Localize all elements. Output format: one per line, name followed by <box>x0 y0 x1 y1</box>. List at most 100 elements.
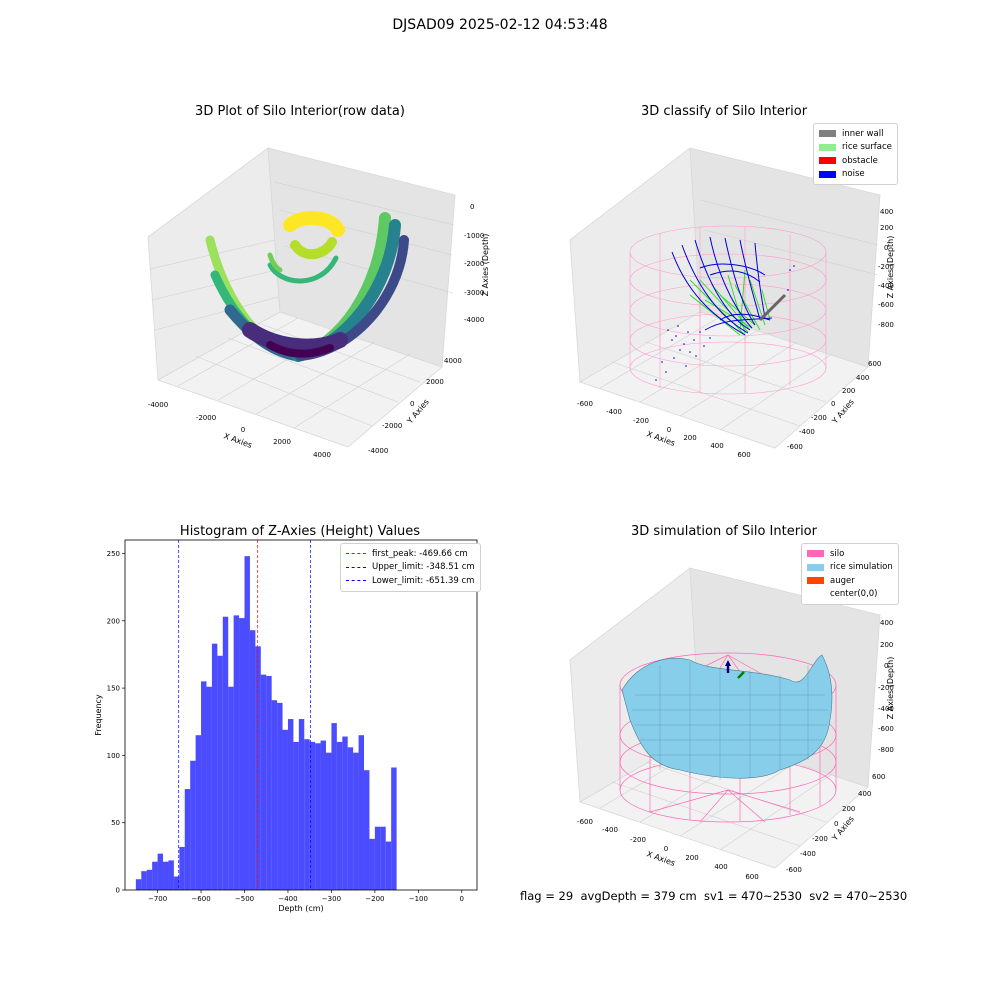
legend-entry-obstacle: obstacle <box>819 154 892 168</box>
raw-xtick: -2000 <box>196 414 216 422</box>
histogram-bar <box>228 686 234 890</box>
sim-xtick: 0 <box>664 845 668 853</box>
classify-xtick: 0 <box>667 426 671 434</box>
legend-entry-first-peak: first_peak: -469.66 cm <box>346 547 475 561</box>
histogram-bar <box>135 879 142 890</box>
classify-ztick: -600 <box>878 301 894 309</box>
classify-ztick: -400 <box>878 282 894 290</box>
histogram-chart: −700 −600 −500 −400 −300 −200 −100 0 0 50 100 150 2… <box>94 539 478 913</box>
histogram-bar <box>358 735 365 890</box>
histogram-bar <box>374 826 381 890</box>
classify-xtick: 200 <box>683 434 696 442</box>
legend-entry-upper-limit: Upper_limit: -348.51 cm <box>346 561 475 575</box>
classify-ytick: 0 <box>831 400 835 408</box>
simulation-3d-plot: -600 -400 -200 0 200 400 600 600 400 200… <box>569 567 895 881</box>
raw-zlabel: Z Axies (Depth) <box>481 234 490 297</box>
histogram-xtick-label: −600 <box>191 895 210 903</box>
legend-label: Upper_limit: -348.51 cm <box>372 562 475 573</box>
classify-zlabel: Z Axies (Depth) <box>886 236 895 299</box>
figure-suptitle: DJSAD09 2025-02-12 04:53:48 <box>392 17 608 33</box>
histogram-bar <box>266 675 272 890</box>
histogram-bar <box>293 741 299 890</box>
classify-ytick: 200 <box>842 387 855 395</box>
legend-label: rice surface <box>842 142 892 153</box>
histogram-bar <box>168 860 174 890</box>
histogram-ylabel: Frequency <box>94 694 103 736</box>
histogram-bar <box>152 861 158 890</box>
sim-xtick: 600 <box>745 873 758 881</box>
classify-xtick: -600 <box>577 400 593 408</box>
histogram-bar <box>260 674 267 890</box>
histogram-bar <box>320 740 326 890</box>
classify-ztick: -800 <box>878 321 894 329</box>
legend-label: first_peak: -469.66 cm <box>372 548 468 559</box>
swatch <box>819 130 836 138</box>
legend-entry-center: center(0,0) <box>807 588 893 602</box>
raw-ytick: -4000 <box>368 447 388 455</box>
histogram-bar <box>282 729 288 890</box>
histogram-bar <box>222 616 229 890</box>
legend-entry-lower-limit: Lower_limit: -651.39 cm <box>346 574 475 588</box>
legend-entry-rice-simulation: rice simulation <box>807 561 893 575</box>
sim-xtick: 400 <box>714 863 727 871</box>
histogram-bar <box>157 853 164 890</box>
raw-ytick: 0 <box>410 400 414 408</box>
raw-xlabel: X Axies <box>222 431 253 450</box>
classify-ytick: -400 <box>799 428 815 436</box>
classify-ztick: 200 <box>880 224 893 232</box>
legend-entry-rice-surface: rice surface <box>819 141 892 155</box>
histogram-bar <box>309 741 316 890</box>
legend-entry-inner-wall: inner wall <box>819 127 892 141</box>
swatch <box>807 563 824 571</box>
swatch <box>807 590 824 598</box>
classify-3d-plot: -600 -400 -200 0 200 400 600 600 400 200… <box>569 147 895 459</box>
histogram-ytick-label: 250 <box>107 550 120 558</box>
legend-label: rice simulation <box>830 562 893 573</box>
sim-ztick: -600 <box>878 725 894 733</box>
raw-xtick: 2000 <box>273 438 291 446</box>
histogram-bar <box>146 869 153 890</box>
histogram-xtick-label: 0 <box>460 895 464 903</box>
sim-xtick: 200 <box>685 854 698 862</box>
histogram-xtick-label: −500 <box>235 895 254 903</box>
classify-xtick: 400 <box>710 442 723 450</box>
histogram-bar <box>206 686 212 890</box>
histogram-ytick-label: 100 <box>107 752 120 760</box>
histogram-bar <box>277 702 283 890</box>
histogram-bar <box>304 739 310 890</box>
histogram-bar <box>364 770 370 890</box>
histogram-bar <box>233 615 240 890</box>
classify-ytick: -200 <box>811 414 827 422</box>
histogram-ytick-label: 0 <box>116 887 120 895</box>
histogram-bar <box>255 646 261 890</box>
classify-panel-title: 3D classify of Silo Interior <box>640 104 808 119</box>
histogram-ytick-label: 200 <box>107 617 120 625</box>
sim-zlabel: Z Axies (Depth) <box>886 657 895 720</box>
classify-ztick: -200 <box>878 263 894 271</box>
sim-ytick: 400 <box>858 790 871 798</box>
histogram-bar <box>391 767 397 890</box>
histogram-bar <box>342 736 348 890</box>
histogram-bar <box>369 838 375 890</box>
legend-label: auger <box>830 575 855 586</box>
histogram-frame <box>124 539 478 891</box>
swatch <box>819 157 836 165</box>
histogram-bar <box>336 741 343 890</box>
classify-ytick: -600 <box>787 443 803 451</box>
legend-label: noise <box>842 169 865 180</box>
histogram-xtick-label: −400 <box>278 895 297 903</box>
histogram-xlabel: Depth (cm) <box>278 904 323 913</box>
histogram-bar <box>287 719 294 890</box>
histogram-bar <box>163 861 169 890</box>
sim-xtick: -400 <box>602 826 618 834</box>
histogram-bar <box>244 556 250 890</box>
histogram-xtick-label: −200 <box>365 895 384 903</box>
swatch <box>819 143 836 151</box>
histogram-bar <box>315 743 321 890</box>
histogram-bar <box>190 760 196 890</box>
swatch <box>807 550 824 558</box>
raw-xtick: 0 <box>241 426 245 434</box>
swatch <box>819 170 836 178</box>
histogram-ytick-label: 150 <box>107 685 120 693</box>
classify-xtick: -400 <box>606 408 622 416</box>
